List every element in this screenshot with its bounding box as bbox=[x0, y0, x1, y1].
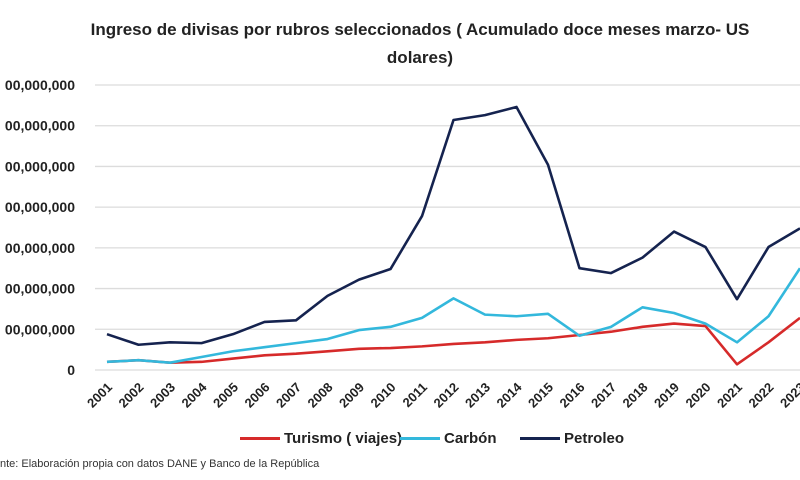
x-tick-label: 2017 bbox=[588, 380, 619, 411]
y-tick-label: 00,000,000 bbox=[5, 281, 75, 297]
legend-item-carbon: Carbón bbox=[400, 430, 497, 447]
legend-swatch bbox=[400, 437, 440, 440]
legend-label: Petroleo bbox=[564, 430, 625, 447]
x-tick-label: 2015 bbox=[525, 380, 556, 411]
y-tick-label: 00,000,000 bbox=[5, 240, 75, 256]
source-note: nte: Elaboración propia con datos DANE y… bbox=[0, 458, 320, 470]
x-tick-label: 2020 bbox=[683, 380, 714, 411]
legend-swatch bbox=[240, 437, 280, 440]
x-tick-label: 2011 bbox=[400, 380, 431, 411]
x-tick-label: 2008 bbox=[305, 380, 336, 411]
y-tick-label: 0 bbox=[67, 362, 75, 378]
x-tick-label: 2022 bbox=[746, 380, 777, 411]
series-line-petroleo bbox=[106, 105, 800, 347]
x-tick-label: 2007 bbox=[273, 380, 304, 411]
x-tick-label: 2005 bbox=[210, 380, 241, 411]
x-tick-label: 2012 bbox=[431, 380, 462, 411]
x-tick-label: 2003 bbox=[147, 380, 178, 411]
legend-item-turismo: Turismo ( viajes) bbox=[240, 430, 402, 447]
legend-label: Turismo ( viajes) bbox=[284, 430, 403, 447]
legend-label: Carbón bbox=[444, 430, 497, 447]
x-tick-label: 2002 bbox=[116, 380, 147, 411]
chart-title-line1: Ingreso de divisas por rubros selecciona… bbox=[90, 20, 750, 39]
x-tick-label: 2018 bbox=[620, 380, 651, 411]
y-tick-label: 00,000,000 bbox=[5, 118, 75, 134]
x-tick-label: 2019 bbox=[651, 380, 682, 411]
y-tick-label: 00,000,000 bbox=[5, 158, 75, 174]
x-tick-label: 2010 bbox=[368, 380, 399, 411]
y-tick-label: 00,000,000 bbox=[5, 199, 75, 215]
legend-swatch bbox=[520, 437, 560, 440]
series-line-carbon bbox=[106, 267, 800, 364]
x-tick-label: 2009 bbox=[336, 380, 367, 411]
x-tick-label: 2016 bbox=[557, 380, 588, 411]
x-tick-label: 2013 bbox=[462, 380, 493, 411]
x-tick-label: 2006 bbox=[242, 380, 273, 411]
chart-title-line2: dolares) bbox=[386, 48, 454, 67]
x-tick-label: 2014 bbox=[494, 379, 526, 411]
x-tick-label: 2004 bbox=[179, 379, 211, 411]
y-tick-label: 00,000,000 bbox=[5, 321, 75, 337]
y-tick-label: 00,000,000 bbox=[5, 77, 75, 93]
x-tick-label: 2023 bbox=[777, 380, 800, 411]
x-tick-label: 2001 bbox=[84, 380, 115, 411]
legend-item-petroleo: Petroleo bbox=[520, 430, 624, 447]
x-tick-label: 2021 bbox=[714, 380, 745, 411]
